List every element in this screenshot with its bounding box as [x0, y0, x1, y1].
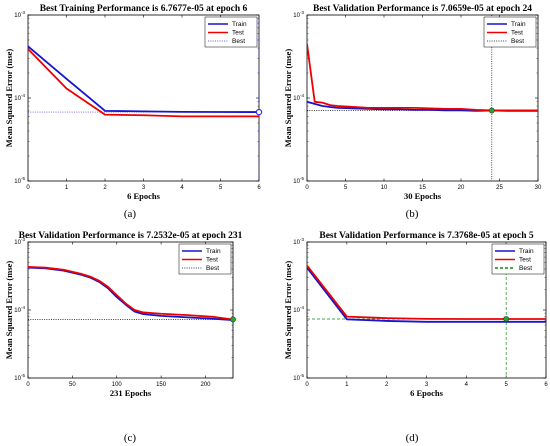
chart-title: Best Validation Performance is 7.3768e-0…	[319, 231, 534, 241]
y-tick-label: 10-5	[14, 373, 25, 382]
y-tick-label: 10-5	[293, 176, 304, 185]
legend-label-train: Train	[232, 21, 247, 28]
legend-label-train: Train	[511, 21, 526, 28]
y-tick-label: 10-3	[293, 10, 304, 19]
panel-label: (c)	[124, 432, 137, 444]
y-tick-exponent: -4	[21, 305, 25, 310]
x-axis-label: 231 Epochs	[110, 388, 152, 398]
x-tick-label: 3	[425, 382, 429, 388]
y-tick-exponent: -4	[300, 305, 304, 310]
y-axis-label: Mean Squared Error (mse)	[283, 261, 293, 360]
x-tick-label: 0	[305, 382, 309, 388]
y-tick-label: 10-4	[14, 93, 25, 102]
y-axis-label: Mean Squared Error (mse)	[4, 261, 14, 360]
panel-label: (a)	[124, 208, 137, 220]
legend-label-test: Test	[232, 30, 244, 37]
series-line-test	[28, 48, 259, 118]
x-tick-label: 15	[419, 185, 426, 191]
y-tick-label: 10-3	[293, 237, 304, 246]
x-tick-label: 100	[112, 382, 123, 388]
legend-label-train: Train	[206, 248, 221, 255]
series-line-train	[28, 45, 259, 113]
legend-label-train: Train	[519, 248, 534, 255]
x-tick-label: 30	[535, 185, 542, 191]
x-tick-label: 5	[504, 382, 508, 388]
y-tick-exponent: -3	[21, 237, 25, 242]
chart-title: Best Training Performance is 6.7677e-05 …	[40, 4, 248, 14]
chart-panel-3: Best Validation Performance is 7.2532e-0…	[4, 231, 243, 444]
y-tick-exponent: -5	[300, 176, 304, 181]
chart-panel-4: Best Validation Performance is 7.3768e-0…	[283, 231, 548, 444]
y-tick-label: 10-3	[14, 10, 25, 19]
x-tick-label: 1	[345, 382, 349, 388]
y-axis-label: Mean Squared Error (mse)	[4, 49, 14, 148]
x-tick-label: 1	[65, 185, 69, 191]
best-marker	[503, 316, 510, 322]
x-axis-label: 6 Epochs	[127, 191, 161, 201]
x-tick-label: 25	[496, 185, 503, 191]
x-tick-label: 200	[200, 382, 211, 388]
y-axis-label: Mean Squared Error (mse)	[283, 49, 293, 148]
x-axis-label: 6 Epochs	[410, 388, 444, 398]
x-tick-label: 4	[180, 185, 184, 191]
x-axis-label: 30 Epochs	[404, 191, 442, 201]
y-tick-exponent: -3	[300, 10, 304, 15]
x-tick-label: 5	[219, 185, 223, 191]
y-tick-exponent: -5	[21, 373, 25, 378]
y-tick-exponent: -5	[300, 373, 304, 378]
chart-title: Best Validation Performance is 7.2532e-0…	[19, 231, 243, 241]
chart-title: Best Validation Performance is 7.0659e-0…	[313, 4, 532, 14]
best-marker	[488, 107, 495, 114]
x-tick-label: 6	[544, 382, 548, 388]
y-tick-label: 10-5	[14, 176, 25, 185]
x-tick-label: 2	[103, 185, 107, 191]
legend-label-best: Best	[232, 38, 245, 45]
y-tick-label: 10-3	[14, 237, 25, 246]
x-tick-label: 4	[465, 382, 469, 388]
y-tick-label: 10-4	[14, 305, 25, 314]
legend-label-best: Best	[519, 265, 532, 272]
x-tick-label: 0	[26, 185, 30, 191]
best-marker	[255, 108, 263, 116]
legend-label-test: Test	[519, 257, 531, 264]
y-tick-exponent: -3	[21, 10, 25, 15]
y-tick-exponent: -5	[21, 176, 25, 181]
x-tick-label: 10	[381, 185, 388, 191]
y-tick-exponent: -4	[21, 93, 25, 98]
x-tick-label: 0	[26, 382, 30, 388]
x-tick-label: 6	[257, 185, 261, 191]
x-tick-label: 0	[305, 185, 309, 191]
x-tick-label: 5	[344, 185, 348, 191]
x-tick-label: 20	[458, 185, 465, 191]
y-tick-label: 10-4	[293, 305, 304, 314]
x-tick-label: 2	[385, 382, 389, 388]
series-line-test	[28, 266, 233, 321]
panel-label: (d)	[406, 432, 419, 444]
y-tick-label: 10-5	[293, 373, 304, 382]
legend-label-test: Test	[511, 30, 523, 37]
y-tick-exponent: -4	[300, 93, 304, 98]
x-tick-label: 50	[69, 382, 76, 388]
legend-label-best: Best	[206, 265, 219, 272]
chart-panel-2: Best Validation Performance is 7.0659e-0…	[283, 4, 542, 220]
y-tick-exponent: -3	[300, 237, 304, 242]
panel-label: (b)	[406, 208, 419, 220]
legend-label-best: Best	[511, 38, 524, 45]
y-tick-label: 10-4	[293, 93, 304, 102]
legend-label-test: Test	[206, 257, 218, 264]
x-tick-label: 3	[142, 185, 146, 191]
best-marker	[230, 316, 236, 323]
x-tick-label: 150	[156, 382, 167, 388]
chart-panel-1: Best Training Performance is 6.7677e-05 …	[4, 4, 263, 220]
